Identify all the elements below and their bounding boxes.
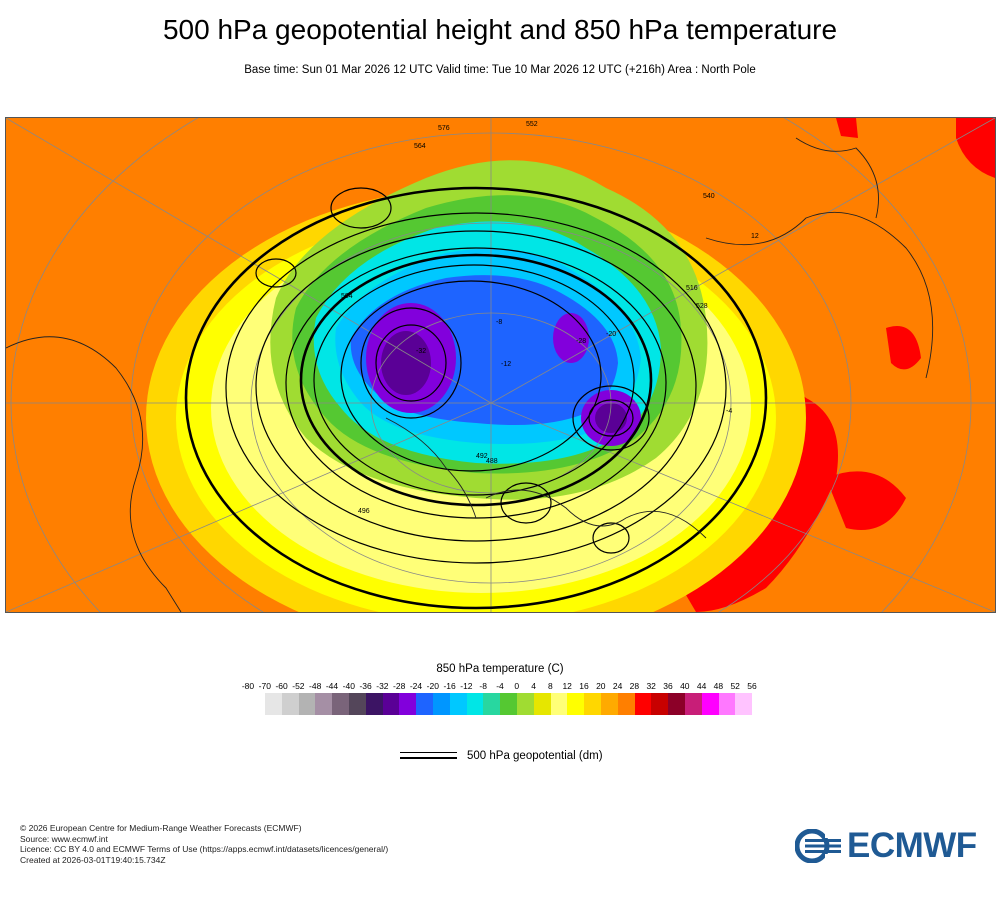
contour-label: 528 [696,303,708,310]
logo-text: ECMWF [847,826,977,865]
legend-tick-label: -12 [460,681,473,691]
contour-label: 516 [686,285,698,292]
legend-tick-label: 40 [680,681,690,691]
color-swatch [281,693,299,715]
color-swatch [651,693,669,715]
legend-tick-label: -20 [426,681,439,691]
legend-tick-label: -24 [409,681,423,691]
contour-label: 496 [358,508,370,515]
coastlines [6,137,934,612]
legend-tick-label: 20 [596,681,606,691]
color-scale [265,693,753,715]
contour-label: -8 [496,319,502,326]
color-swatch [500,693,517,715]
contour-label: 564 [414,143,426,150]
contour-label: 552 [526,121,538,128]
legend-tick-label: -16 [443,681,456,691]
legend-tick-label: -44 [325,681,339,691]
color-swatch [668,693,685,715]
color-swatch [298,693,316,715]
color-swatch [584,693,601,715]
legend-tick-label: -70 [258,681,271,691]
legend-tick-label: 0 [514,681,520,691]
geopotential-bold [184,186,768,610]
color-swatch [550,693,568,715]
color-swatch [265,693,282,715]
legend-tick-label: 12 [562,681,572,691]
color-swatch [600,693,618,715]
contour-label: -32 [416,348,426,355]
color-swatch [315,693,333,715]
legend-tick-label: -40 [342,681,355,691]
legend-tick-label: -80 [241,681,255,691]
legend-tick-label: 28 [629,681,640,691]
legend-tick-label: -36 [359,681,372,691]
color-swatch [516,693,534,715]
color-swatch [684,693,702,715]
color-swatch [399,693,417,715]
legend-tick-label: 8 [548,681,553,691]
ecmwf-logo-icon [795,829,841,863]
credit-line: © 2026 European Centre for Medium-Range … [20,823,302,833]
legend-tick-label: -48 [309,681,322,691]
credit-line: Licence: CC BY 4.0 and ECMWF Terms of Us… [20,844,389,854]
color-swatch [533,693,551,715]
ecmwf-logo: ECMWF [795,826,977,866]
geopotential-contours [225,187,727,564]
color-swatch [567,693,585,715]
contour-label: -28 [576,338,586,345]
legend-tick-label: -28 [393,681,406,691]
color-swatch [701,693,719,715]
color-swatch [332,693,349,715]
legend-tick-label: -8 [479,681,487,691]
legend-ticks: -80 -70 -60 -52 -48 -44 -40 -36 -32 -28 -24 -20 -16-… [0,681,1000,693]
credit-line: Source: www.ecmwf.int [20,833,108,844]
contour-label: -12 [501,361,511,368]
color-swatch [348,693,366,715]
contour-label: -20 [606,331,616,338]
legend-tick-label: -4 [496,681,504,691]
legend-tick-label: 56 [747,681,757,691]
color-swatch [382,693,400,715]
contour-label: 488 [486,458,498,465]
legend-tick-label: 36 [663,681,673,691]
contour-label: -4 [726,408,732,415]
color-swatch [634,693,652,715]
color-swatch [432,693,450,715]
contour-label: 492 [476,453,488,460]
contour-line-icon [400,752,457,760]
chart-subtitle: Base time: Sun 01 Mar 2026 12 UTC Valid … [244,64,756,76]
legend-tick-label: 32 [646,681,656,691]
legend-tick-label: 48 [713,681,724,691]
legend-tick-label: -52 [292,681,305,691]
color-swatch [449,693,467,715]
legend-tick-label: 16 [579,681,589,691]
color-swatch [416,693,433,715]
color-swatch [617,693,635,715]
contour-label: 504 [341,293,353,300]
color-swatch [466,693,484,715]
legend-tick-label: 4 [531,681,536,691]
legend-tick-label: 44 [696,681,707,691]
credits: © 2026 European Centre for Medium-Range … [20,823,388,865]
geopotential-legend: 500 hPa geopotential (dm) [400,748,603,764]
legend-title: 850 hPa temperature (C) [436,663,564,675]
polar-map[interactable]: 576 564 552 540 528 516 504 496 492 488 12 -4 -8 -12 -… [5,117,996,613]
legend-tick-label: -32 [376,681,389,691]
legend-tick-label: 52 [730,681,740,691]
geopotential-label: 500 hPa geopotential (dm) [467,750,603,762]
credit-line: Created at 2026-03-01T19:40:15.734Z [20,854,166,865]
contour-label: 12 [751,233,759,240]
contour-label: 540 [703,193,715,200]
chart-title: 500 hPa geopotential height and 850 hPa … [162,14,838,45]
legend-tick-label: 24 [612,681,623,691]
legend-tick-label: -60 [275,681,288,691]
graticule [6,118,995,612]
contour-label: 576 [438,125,450,132]
color-swatch [718,693,736,715]
color-swatch [483,693,501,715]
color-swatch [365,693,383,715]
color-swatch [735,693,753,715]
